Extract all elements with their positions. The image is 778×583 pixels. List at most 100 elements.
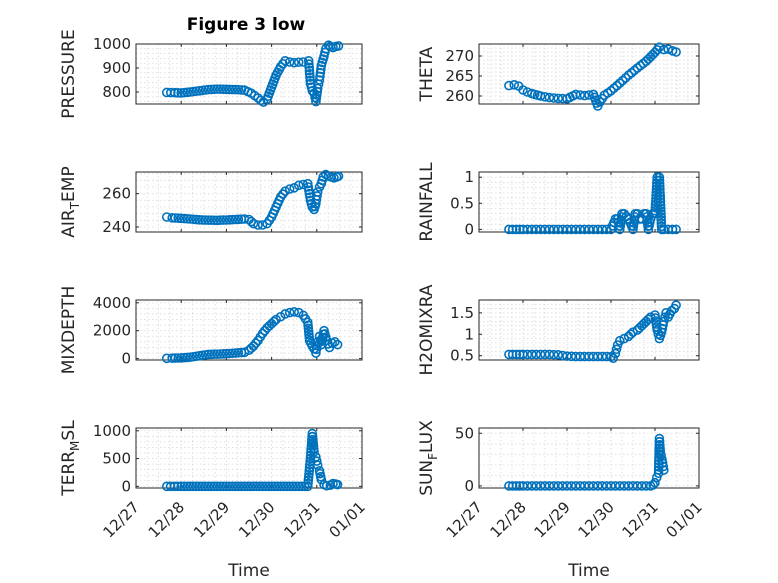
- data-markers: [504, 300, 681, 364]
- y-tick-label: 260: [445, 87, 474, 105]
- data-point: [206, 84, 217, 95]
- data-point: [287, 481, 298, 492]
- data-point: [671, 300, 681, 310]
- data-point: [302, 481, 313, 492]
- data-point: [311, 456, 322, 466]
- data-point: [233, 84, 244, 95]
- y-tick-label: 260: [102, 185, 131, 203]
- data-point: [250, 338, 261, 349]
- data-point: [656, 218, 667, 229]
- data-markers: [161, 40, 344, 107]
- data-point: [570, 89, 581, 100]
- data-point: [518, 85, 528, 95]
- data-point: [215, 349, 226, 359]
- data-point: [614, 78, 625, 88]
- data-point: [535, 481, 546, 491]
- data-point: [227, 348, 238, 359]
- data-point: [304, 62, 314, 73]
- data-point: [303, 55, 314, 66]
- data-point: [254, 481, 265, 492]
- data-point: [194, 215, 205, 225]
- data-point: [284, 481, 295, 492]
- data-point: [281, 481, 292, 492]
- y-tick-label: 1.5: [450, 304, 474, 322]
- axes-frame: [135, 427, 363, 489]
- y-axis-label-main: TERR: [59, 451, 79, 497]
- data-point: [535, 224, 546, 235]
- data-point: [557, 224, 568, 235]
- data-point: [233, 214, 244, 225]
- data-point: [293, 481, 304, 492]
- y-axis-label: MIXDEPTH: [59, 286, 79, 375]
- data-point: [239, 481, 250, 492]
- data-point: [548, 93, 559, 103]
- data-point: [305, 75, 316, 86]
- axes-frame: [135, 171, 363, 233]
- data-point: [311, 96, 321, 107]
- y-tick-label: 1000: [93, 35, 131, 53]
- data-point: [312, 191, 322, 201]
- y-axis-label: TERRMSL: [59, 420, 82, 497]
- data-point: [511, 481, 522, 491]
- subplot-2: 260 265 270 THETA: [417, 42, 700, 111]
- y-tick-label: 4000: [93, 294, 131, 312]
- y-axis-label: THETA: [417, 46, 437, 102]
- data-point: [544, 349, 555, 360]
- data-point: [284, 57, 295, 67]
- data-point: [625, 329, 636, 340]
- data-point: [655, 193, 666, 204]
- data-point: [333, 41, 344, 51]
- data-point: [191, 481, 202, 492]
- data-point: [654, 433, 665, 444]
- y-axis-label-rest: LUX: [417, 420, 437, 453]
- data-point: [612, 80, 622, 91]
- data-point: [203, 349, 214, 360]
- subplot-3: 240 260 AIRTEMP: [59, 166, 363, 238]
- y-axis-label-rest: EMP: [59, 166, 79, 202]
- data-point: [609, 83, 619, 94]
- data-markers: [161, 169, 344, 230]
- data-point: [611, 344, 622, 355]
- data-point: [176, 481, 186, 492]
- data-point: [218, 84, 229, 95]
- data-point: [601, 481, 612, 491]
- data-point: [194, 481, 205, 492]
- axes-frame: [478, 427, 700, 489]
- data-point: [333, 171, 344, 181]
- data-point: [233, 481, 244, 492]
- y-tick-label: 900: [102, 59, 131, 77]
- data-point: [663, 44, 674, 55]
- data-point: [656, 215, 667, 225]
- y-tick-label: 265: [445, 67, 474, 85]
- data-point: [302, 178, 313, 189]
- data-point: [332, 339, 343, 350]
- data-point: [215, 215, 226, 226]
- y-tick-label: 1000: [93, 422, 131, 440]
- y-tick-label: 270: [445, 47, 474, 65]
- data-point: [167, 213, 177, 223]
- data-point: [284, 307, 295, 318]
- data-point: [227, 84, 238, 95]
- y-tick-label: 2000: [93, 322, 131, 340]
- data-point: [224, 348, 235, 359]
- data-point: [230, 481, 241, 492]
- data-point: [278, 481, 289, 492]
- y-tick-label: 0.5: [450, 347, 474, 365]
- data-point: [212, 215, 223, 226]
- data-point: [263, 481, 274, 492]
- data-point: [655, 190, 665, 201]
- data-point: [280, 55, 290, 66]
- data-markers: [161, 428, 343, 492]
- data-point: [298, 179, 309, 190]
- data-point: [206, 349, 217, 360]
- y-tick-label: 0: [464, 477, 474, 495]
- y-tick-label: 0.5: [450, 194, 474, 212]
- data-point: [304, 469, 314, 479]
- data-point: [212, 481, 223, 492]
- subplot-5: 0 2000 4000 MIXDEPTH: [59, 286, 363, 375]
- data-point: [304, 463, 315, 473]
- data-point: [617, 75, 628, 86]
- y-axis-label: SUNFLUX: [417, 420, 440, 496]
- data-point: [221, 481, 232, 492]
